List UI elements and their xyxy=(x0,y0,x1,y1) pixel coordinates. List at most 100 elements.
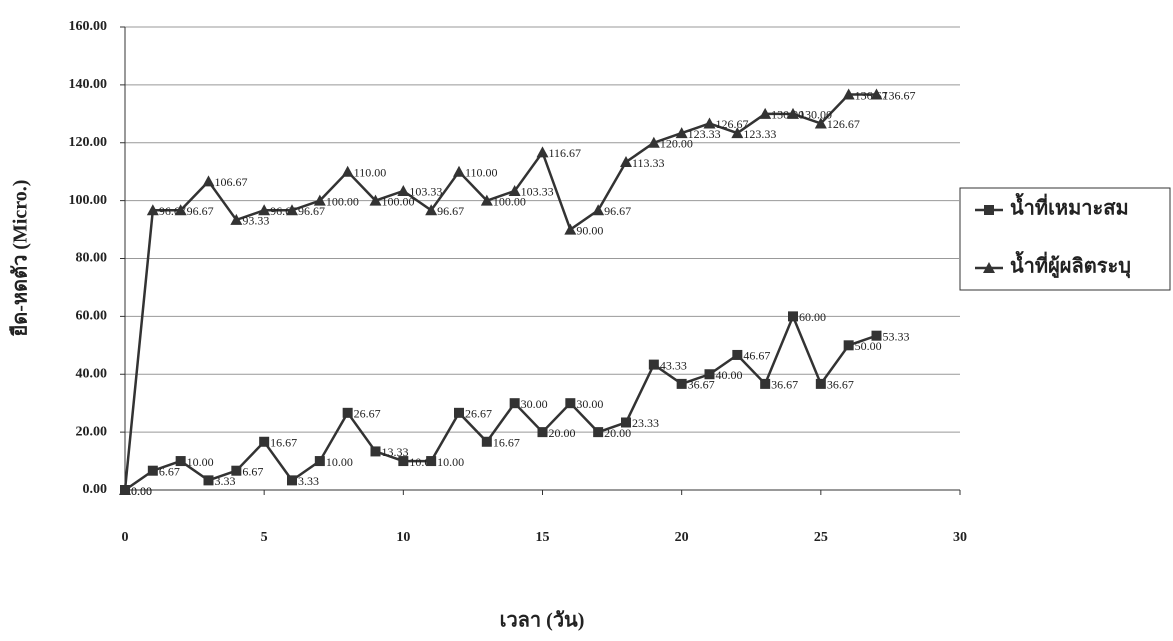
data-point xyxy=(481,436,492,447)
data-label: 13.33 xyxy=(382,445,409,459)
data-label: 16.67 xyxy=(493,436,520,450)
data-point xyxy=(675,127,688,139)
x-tick-label: 30 xyxy=(953,530,967,545)
data-label: 10.00 xyxy=(437,455,464,469)
data-label: 43.33 xyxy=(660,358,687,372)
legend-marker xyxy=(984,205,994,215)
data-point xyxy=(258,204,271,216)
data-label: 96.67 xyxy=(604,204,631,218)
data-label: 110.00 xyxy=(354,165,387,179)
data-label: 136.67 xyxy=(883,88,916,102)
data-point xyxy=(509,398,520,409)
data-point xyxy=(146,204,159,216)
data-point xyxy=(620,156,632,168)
data-label: 3.33 xyxy=(215,474,236,488)
data-point xyxy=(676,378,687,389)
data-point xyxy=(313,194,326,206)
data-point xyxy=(454,407,464,418)
data-label: 40.00 xyxy=(716,368,743,382)
data-label: 126.67 xyxy=(716,117,749,131)
data-point xyxy=(564,223,577,235)
y-tick-label: 100.00 xyxy=(69,193,108,208)
y-tick-label: 60.00 xyxy=(76,309,108,324)
y-tick-label: 160.00 xyxy=(69,19,108,34)
data-label: 26.67 xyxy=(465,407,492,421)
data-point xyxy=(593,427,604,438)
data-point xyxy=(370,446,381,457)
data-label: 0.00 xyxy=(131,484,152,498)
data-point xyxy=(259,436,270,447)
data-label: 0.00 xyxy=(131,484,152,498)
data-label: 103.33 xyxy=(521,185,554,199)
legend-marker xyxy=(983,262,995,273)
y-tick-label: 140.00 xyxy=(69,77,108,92)
legend-label: น้ำที่เหมาะสม xyxy=(1010,193,1129,220)
data-point xyxy=(453,165,465,177)
data-point xyxy=(731,127,744,139)
data-label: 20.00 xyxy=(549,426,576,440)
data-point xyxy=(759,107,772,119)
data-point xyxy=(871,330,882,341)
series-line xyxy=(123,93,877,491)
data-label: 100.00 xyxy=(382,194,415,208)
data-point xyxy=(230,213,243,225)
data-label: 123.33 xyxy=(743,127,776,141)
data-point xyxy=(788,311,798,322)
data-point xyxy=(870,88,883,100)
x-tick-label: 25 xyxy=(814,530,828,545)
data-point xyxy=(843,340,854,351)
data-point xyxy=(341,165,354,177)
data-point xyxy=(814,117,827,129)
data-label: 100.00 xyxy=(493,194,526,208)
data-point xyxy=(425,204,438,216)
data-label: 53.33 xyxy=(883,329,910,343)
data-label: 120.00 xyxy=(660,137,693,151)
data-label: 130.00 xyxy=(799,108,832,122)
data-label: 60.00 xyxy=(799,310,826,324)
data-label: 50.00 xyxy=(855,339,882,353)
data-label: 113.33 xyxy=(632,156,665,170)
data-label: 3.33 xyxy=(298,474,319,488)
data-point xyxy=(760,378,771,389)
data-point xyxy=(369,194,382,206)
data-label: 16.67 xyxy=(270,436,297,450)
y-tick-label: 20.00 xyxy=(76,424,108,439)
data-point xyxy=(286,204,298,216)
data-label: 126.67 xyxy=(827,117,860,131)
y-tick-label: 0.00 xyxy=(83,482,108,497)
data-point xyxy=(426,456,437,467)
data-label: 110.00 xyxy=(465,165,498,179)
data-label: 36.67 xyxy=(688,378,715,392)
data-point xyxy=(203,475,214,486)
y-tick-label: 120.00 xyxy=(69,135,108,150)
x-tick-label: 5 xyxy=(261,530,268,545)
data-label: 103.33 xyxy=(409,185,442,199)
data-point xyxy=(119,484,131,495)
data-point xyxy=(815,378,826,389)
data-label: 20.00 xyxy=(604,426,631,440)
data-point xyxy=(537,427,548,438)
data-label: 96.67 xyxy=(298,204,325,218)
data-point xyxy=(565,398,576,409)
x-tick-label: 10 xyxy=(396,530,410,545)
data-label: 26.67 xyxy=(354,407,381,421)
data-point xyxy=(174,204,187,216)
data-label: 96.67 xyxy=(437,204,464,218)
data-point xyxy=(231,465,242,476)
data-point xyxy=(147,465,158,476)
x-tick-label: 20 xyxy=(675,530,689,545)
data-point xyxy=(536,146,549,158)
data-label: 23.33 xyxy=(632,416,659,430)
data-point xyxy=(508,184,521,196)
data-point xyxy=(397,184,410,196)
data-point xyxy=(592,204,605,216)
data-label: 30.00 xyxy=(521,397,548,411)
data-label: 10.00 xyxy=(326,455,353,469)
data-point xyxy=(175,456,186,467)
data-point xyxy=(704,369,715,380)
data-point xyxy=(648,359,659,370)
x-tick-label: 15 xyxy=(536,530,550,545)
data-label: 123.33 xyxy=(688,127,721,141)
data-point xyxy=(342,407,353,418)
